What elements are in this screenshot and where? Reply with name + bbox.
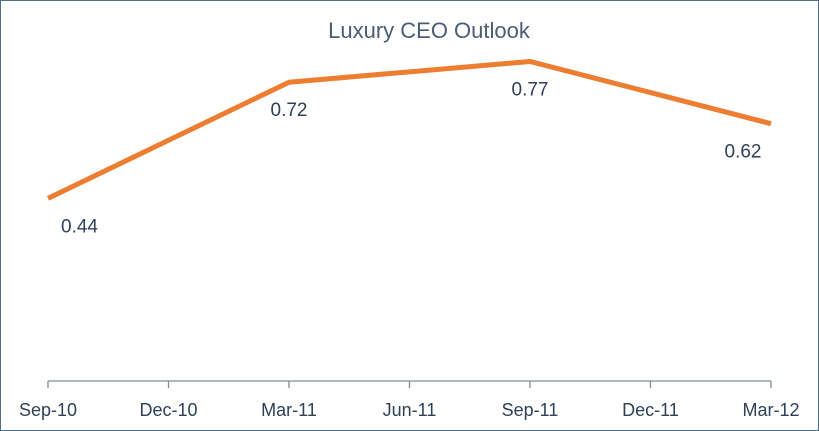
x-tick-label: Jun-11 [383,400,437,420]
x-tick-label: Dec-10 [139,400,197,420]
data-label: 0.62 [725,142,762,163]
data-label-group: 0.44 0.72 0.77 0.62 [61,79,761,237]
x-axis: Sep-10 Dec-10 Mar-11 Jun-11 Sep-11 Dec-11 Mar-… [19,380,800,420]
data-label: 0.77 [512,79,549,100]
x-tick-label: Mar-11 [261,400,317,420]
x-tick-label: Sep-11 [502,400,559,420]
chart-title: Luxury CEO Outlook [328,18,531,43]
x-tick-label: Dec-11 [622,400,679,420]
data-label: 0.44 [61,216,98,237]
series-line [46,58,772,201]
x-tick-label: Sep-10 [19,400,77,420]
series-line-group [46,58,772,201]
data-label: 0.72 [271,100,308,121]
x-tick-label: Mar-12 [742,400,799,420]
